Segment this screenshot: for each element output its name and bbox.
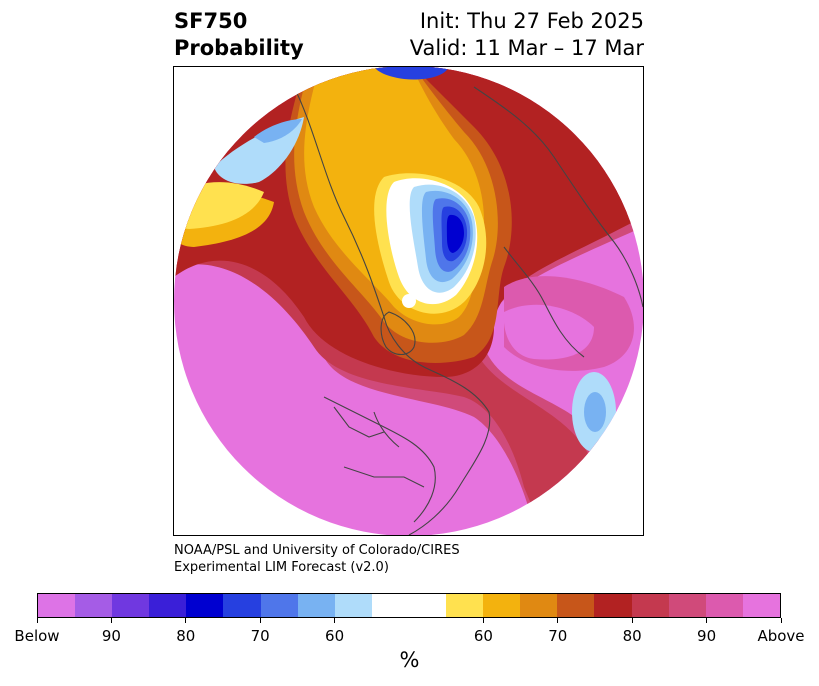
color-scale-tick-label: 90 <box>697 627 717 645</box>
color-scale-segment <box>112 594 150 617</box>
polar-map-svg <box>174 67 643 535</box>
color-scale-tick-mark <box>110 618 112 623</box>
color-scale-tick-mark <box>482 618 484 623</box>
color-scale-tick-mark <box>706 618 708 623</box>
color-scale-segment <box>223 594 261 617</box>
color-scale-tick-mark <box>36 618 38 623</box>
variable-name: SF750 <box>174 9 248 33</box>
color-scale-segment <box>408 594 447 617</box>
color-scale-tick-label: 80 <box>176 627 196 645</box>
color-scale-tick-label: 60 <box>473 627 493 645</box>
color-scale-tick-label: 80 <box>622 627 642 645</box>
color-scale-segment <box>705 594 743 617</box>
data-credit: NOAA/PSL and University of Colorado/CIRE… <box>174 542 460 576</box>
color-scale-tick-label: 70 <box>548 627 568 645</box>
color-scale-segment <box>668 594 706 617</box>
product-type: Probability <box>174 36 304 60</box>
color-scale-tick-mark <box>185 618 187 623</box>
init-date: Init: Thu 27 Feb 2025 <box>419 9 644 33</box>
chart-title-left: SF750 Probability <box>174 8 304 62</box>
color-scale-bar <box>37 593 781 618</box>
color-scale-segment <box>260 594 298 617</box>
color-scale-tick-label: 70 <box>250 627 270 645</box>
color-scale-tick-mark <box>780 618 782 623</box>
color-scale-tick-mark <box>631 618 633 623</box>
region-below-65-atlantic <box>584 392 606 432</box>
color-scale-unit: % <box>399 648 420 672</box>
color-scale-segment <box>149 594 187 617</box>
color-scale-segment <box>594 594 632 617</box>
color-scale-tick-mark <box>557 618 559 623</box>
color-scale-segment <box>742 594 780 617</box>
valid-range: Valid: 11 Mar – 17 Mar <box>409 36 644 60</box>
credit-line-1: NOAA/PSL and University of Colorado/CIRE… <box>174 543 460 558</box>
color-scale-segment <box>446 594 484 617</box>
color-scale-segment <box>334 594 372 617</box>
chart-title-right: Init: Thu 27 Feb 2025 Valid: 11 Mar – 17… <box>410 8 644 62</box>
color-scale-segment <box>483 594 521 617</box>
color-scale-segment <box>297 594 335 617</box>
color-scale-segment <box>371 594 409 617</box>
color-scale-tick-label: Above <box>757 627 805 645</box>
region-below-70-top <box>374 67 449 80</box>
color-scale-segment <box>75 594 113 617</box>
color-scale-segment <box>631 594 669 617</box>
credit-line-2: Experimental LIM Forecast (v2.0) <box>174 560 389 575</box>
color-scale-tick-mark <box>334 618 336 623</box>
region-below-85-arctic <box>446 214 464 253</box>
color-scale-segment <box>557 594 595 617</box>
color-scale-segment <box>186 594 224 617</box>
color-scale-tick-label: Below <box>14 627 60 645</box>
region-below-65-pacific-nw <box>254 119 302 143</box>
coastlines <box>293 86 643 535</box>
forecast-map <box>173 66 644 536</box>
color-scale-tick-label: 60 <box>325 627 345 645</box>
color-scale-segment <box>38 594 76 617</box>
color-scale-tick-label: 90 <box>101 627 121 645</box>
color-scale-tick-mark <box>259 618 261 623</box>
color-scale-segment <box>520 594 558 617</box>
